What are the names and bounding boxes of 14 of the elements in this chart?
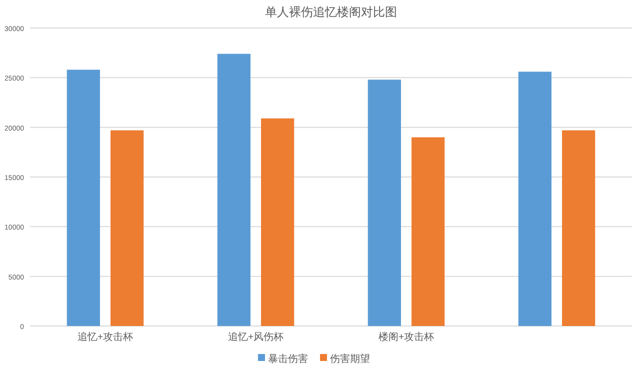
bar xyxy=(66,70,100,326)
legend-label: 伤害期望 xyxy=(330,353,370,365)
bar xyxy=(110,130,144,326)
chart-title: 单人裸伤追忆楼阁对比图 xyxy=(265,5,397,19)
x-tick-label: 追忆+风伤杯 xyxy=(228,331,284,343)
legend-label: 暴击伤害 xyxy=(268,353,308,365)
bar xyxy=(261,118,294,326)
bar xyxy=(217,54,250,326)
bar xyxy=(412,137,445,326)
x-tick-label: 楼阁+攻击杯 xyxy=(378,331,434,343)
bar xyxy=(562,130,596,326)
x-tick-label: 追忆+攻击杯 xyxy=(77,331,134,343)
bar xyxy=(518,72,552,326)
bar xyxy=(368,80,401,326)
